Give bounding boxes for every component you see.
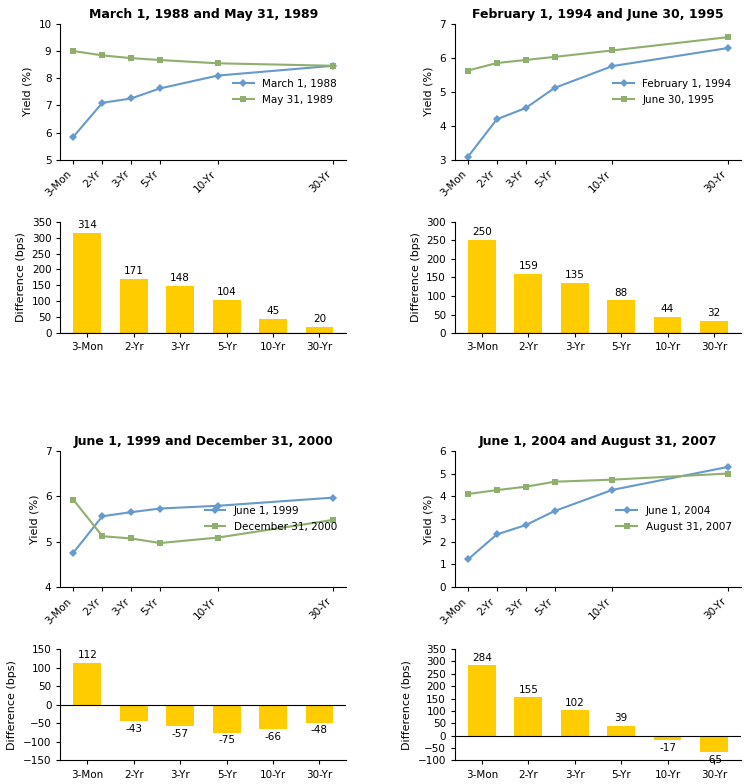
Bar <box>120 705 147 720</box>
Y-axis label: Difference (bps): Difference (bps) <box>8 660 17 750</box>
Bar <box>514 697 542 735</box>
Bar <box>700 321 728 333</box>
Text: -43: -43 <box>125 724 142 734</box>
Bar <box>654 735 681 740</box>
Bar <box>212 300 240 333</box>
Y-axis label: Difference (bps): Difference (bps) <box>16 233 26 322</box>
Text: 171: 171 <box>124 266 144 276</box>
Bar <box>654 317 681 333</box>
Bar <box>166 286 194 333</box>
Bar <box>166 705 194 726</box>
Text: 20: 20 <box>313 314 326 324</box>
Bar <box>561 710 589 735</box>
Bar <box>514 274 542 333</box>
Text: 284: 284 <box>472 652 492 662</box>
Text: 112: 112 <box>77 651 98 660</box>
Legend: June 1, 1999, December 31, 2000: June 1, 1999, December 31, 2000 <box>200 502 341 536</box>
Legend: February 1, 1994, June 30, 1995: February 1, 1994, June 30, 1995 <box>609 74 736 109</box>
Text: 159: 159 <box>519 261 538 271</box>
Text: 104: 104 <box>217 287 237 297</box>
Y-axis label: Difference (bps): Difference (bps) <box>402 660 412 750</box>
Text: 250: 250 <box>472 227 492 238</box>
Text: 32: 32 <box>708 308 720 318</box>
Text: 102: 102 <box>565 698 584 708</box>
Text: -66: -66 <box>265 732 281 742</box>
Bar <box>212 705 240 732</box>
Legend: June 1, 2004, August 31, 2007: June 1, 2004, August 31, 2007 <box>612 502 736 536</box>
Bar <box>73 233 101 333</box>
Y-axis label: Difference (bps): Difference (bps) <box>411 233 420 322</box>
Text: 135: 135 <box>565 270 584 280</box>
Bar <box>607 300 635 333</box>
Bar <box>305 327 333 333</box>
Text: 148: 148 <box>170 274 191 283</box>
Bar <box>259 705 287 729</box>
Bar <box>607 726 635 735</box>
Text: -48: -48 <box>311 725 328 735</box>
Text: 314: 314 <box>77 220 98 230</box>
Text: 45: 45 <box>266 306 280 316</box>
Title: June 1, 2004 and August 31, 2007: June 1, 2004 and August 31, 2007 <box>479 435 717 448</box>
Y-axis label: Yield (%): Yield (%) <box>23 67 33 116</box>
Text: -17: -17 <box>659 742 676 753</box>
Bar <box>700 735 728 752</box>
Text: 155: 155 <box>519 684 538 695</box>
Bar <box>259 319 287 333</box>
Title: March 1, 1988 and May 31, 1989: March 1, 1988 and May 31, 1989 <box>88 8 318 21</box>
Bar <box>73 663 101 705</box>
Legend: March 1, 1988, May 31, 1989: March 1, 1988, May 31, 1989 <box>229 74 341 109</box>
Bar <box>468 240 496 333</box>
Bar <box>120 278 147 333</box>
Y-axis label: Yield (%): Yield (%) <box>29 494 39 544</box>
Bar <box>561 283 589 333</box>
Bar <box>305 705 333 723</box>
Text: 39: 39 <box>615 713 627 724</box>
Title: February 1, 1994 and June 30, 1995: February 1, 1994 and June 30, 1995 <box>472 8 723 21</box>
Text: 44: 44 <box>661 304 674 314</box>
Bar <box>468 666 496 735</box>
Title: June 1, 1999 and December 31, 2000: June 1, 1999 and December 31, 2000 <box>73 435 333 448</box>
Text: -65: -65 <box>705 754 723 764</box>
Text: -57: -57 <box>172 728 189 739</box>
Y-axis label: Yield (%): Yield (%) <box>424 67 434 116</box>
Y-axis label: Yield (%): Yield (%) <box>424 494 434 544</box>
Text: -75: -75 <box>218 735 235 746</box>
Text: 88: 88 <box>615 288 627 298</box>
